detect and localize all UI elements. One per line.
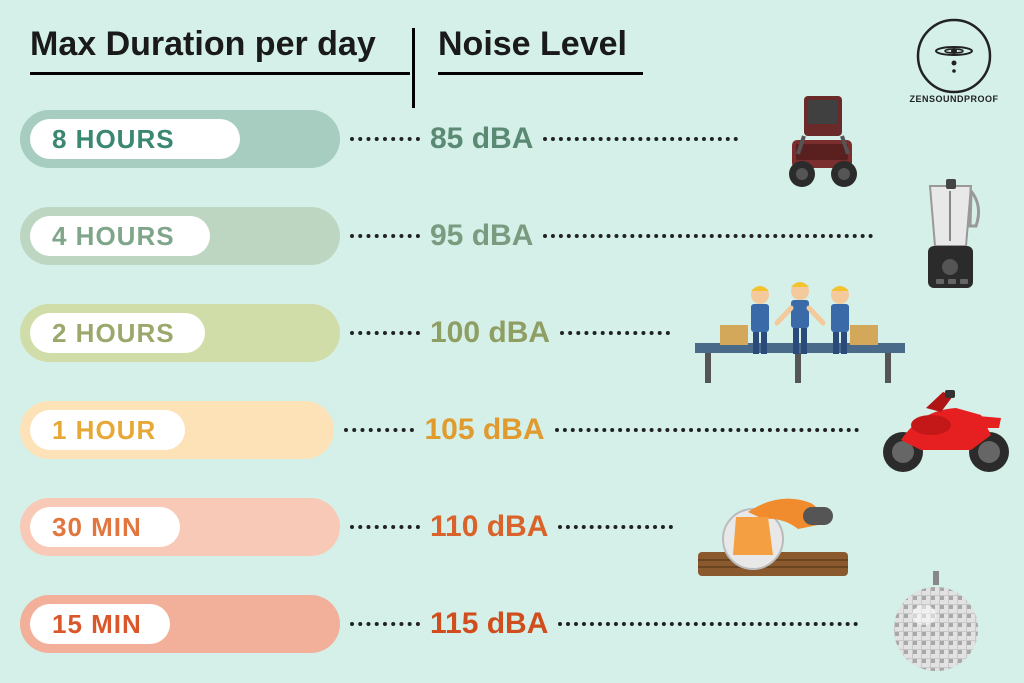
duration-label: 15 MIN: [30, 604, 170, 644]
connector-dots: [560, 331, 670, 335]
noise-level-label: 95 dBA: [430, 219, 533, 253]
workers-icon: [680, 278, 920, 388]
noise-level-label: 100 dBA: [430, 316, 550, 350]
motorcycle-icon: [869, 375, 1024, 485]
data-rows: 8 HOURS 85 dBA 4 HOURS 95 dBA: [0, 75, 1024, 653]
logo-icon: [914, 16, 994, 96]
connector-dots: [558, 525, 673, 529]
noise-level-label: 115 dBA: [430, 607, 548, 641]
noise-row: 2 HOURS 100 dBA: [20, 304, 1024, 362]
connector-dots: [555, 428, 859, 432]
connector-dots: [543, 137, 738, 141]
noise-level-label: 110 dBA: [430, 510, 548, 544]
connector-dots: [350, 234, 420, 238]
noise-row: 15 MIN 115 dBA: [20, 595, 1024, 653]
duration-label: 30 MIN: [30, 507, 180, 547]
duration-label: 8 HOURS: [30, 119, 240, 159]
duration-label: 2 HOURS: [30, 313, 205, 353]
connector-dots: [350, 525, 420, 529]
noise-row: 30 MIN 110 dBA: [20, 498, 1024, 556]
brand-logo: ZENSOUNDPROOF: [904, 10, 1004, 110]
header-noise: Noise Level: [438, 25, 643, 75]
noise-level-label: 105 dBA: [424, 413, 544, 447]
connector-dots: [350, 137, 420, 141]
noise-row: 8 HOURS 85 dBA: [20, 110, 1024, 168]
logo-text: ZENSOUNDPROOF: [909, 94, 998, 104]
header-divider: [412, 28, 415, 108]
noise-row: 4 HOURS 95 dBA: [20, 207, 1024, 265]
connector-dots: [344, 428, 414, 432]
duration-pill: 30 MIN: [20, 498, 340, 556]
discoball-icon: [868, 569, 1003, 679]
connector-dots: [543, 234, 873, 238]
noise-level-label: 85 dBA: [430, 122, 533, 156]
noise-row: 1 HOUR 105 dBA: [20, 401, 1024, 459]
duration-pill: 1 HOUR: [20, 401, 334, 459]
duration-label: 1 HOUR: [30, 410, 185, 450]
duration-pill: 2 HOURS: [20, 304, 340, 362]
duration-label: 4 HOURS: [30, 216, 210, 256]
connector-dots: [350, 622, 420, 626]
header-duration: Max Duration per day: [30, 25, 410, 75]
saw-icon: [683, 472, 863, 582]
duration-pill: 15 MIN: [20, 595, 340, 653]
duration-pill: 4 HOURS: [20, 207, 340, 265]
connector-dots: [350, 331, 420, 335]
lawnmower-icon: [748, 84, 883, 194]
connector-dots: [558, 622, 858, 626]
duration-pill: 8 HOURS: [20, 110, 340, 168]
table-header: Max Duration per day Noise Level: [0, 0, 1024, 75]
